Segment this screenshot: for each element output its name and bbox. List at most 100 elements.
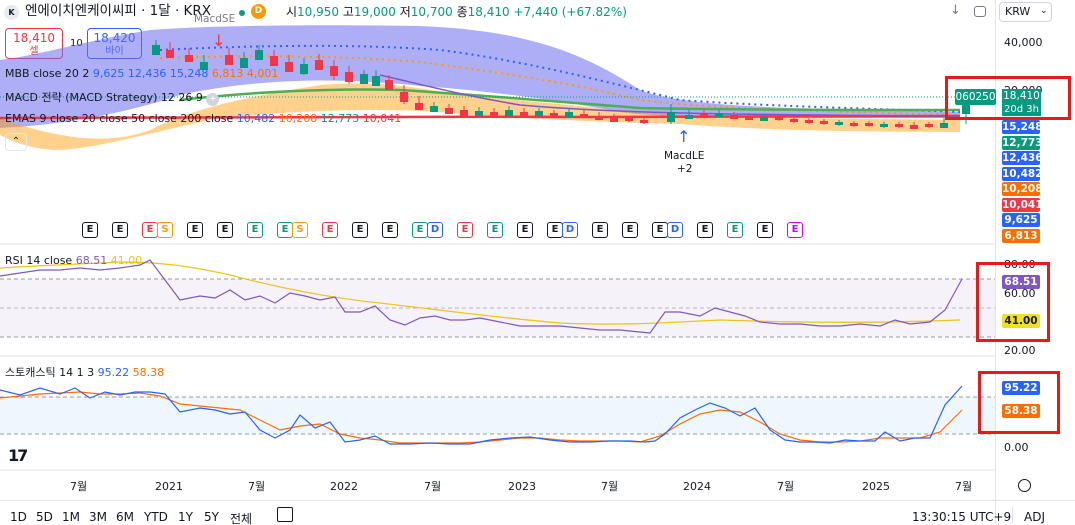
candle-body — [820, 121, 828, 124]
earnings-event-icon[interactable]: E — [757, 222, 773, 238]
earnings-event-icon[interactable]: E — [547, 222, 563, 238]
indicator-price-tag: 10,041 — [1002, 197, 1043, 212]
earnings-event-icon[interactable]: E — [247, 222, 263, 238]
candle-body — [372, 76, 380, 86]
candle-body — [925, 124, 933, 127]
earnings-event-icon[interactable]: E — [622, 222, 638, 238]
earnings-event-icon[interactable]: E — [412, 222, 428, 238]
earnings-event-icon[interactable]: E — [112, 222, 128, 238]
timeframe-button[interactable]: 5D — [36, 510, 53, 524]
arrow-down-icon[interactable]: ↓ — [950, 3, 961, 18]
date-range-icon[interactable] — [277, 507, 293, 522]
mbb-legend[interactable]: MBB close 20 2 9,625 12,436 15,248 6,813… — [5, 67, 279, 80]
adj-toggle[interactable]: ADJ — [1024, 510, 1045, 524]
candle-body — [700, 114, 708, 118]
collapse-legend-button[interactable]: ⌃ — [5, 133, 27, 151]
time-axis-label: 7월 — [70, 480, 88, 493]
timeframe-button[interactable]: 1Y — [178, 510, 193, 524]
timeframe-button[interactable]: 6M — [116, 510, 134, 524]
stoch-legend[interactable]: 스토캐스틱 14 1 3 95.22 58.38 — [5, 366, 165, 379]
earnings-event-icon[interactable]: E — [322, 222, 338, 238]
price-chart-canvas[interactable]: ↓ ↑ — [0, 0, 995, 500]
time-axis-label: 7월 — [601, 480, 619, 493]
candle-body — [685, 115, 693, 119]
emas-legend[interactable]: EMAS 9 close 20 close 50 close 200 close… — [5, 112, 402, 125]
earnings-event-icon[interactable]: E — [142, 222, 158, 238]
candle-body — [400, 92, 408, 102]
candle-body — [185, 55, 193, 62]
earnings-event-icon[interactable]: E — [652, 222, 668, 238]
delayed-badge[interactable]: D — [251, 4, 266, 19]
earnings-event-icon[interactable]: E — [352, 222, 368, 238]
earnings-event-icon[interactable]: E — [217, 222, 233, 238]
candle-body — [225, 55, 233, 65]
timeframe-button[interactable]: YTD — [144, 510, 168, 524]
indicator-price-tag: 10,208 — [1002, 182, 1043, 196]
indicator-price-tag: 10,482 — [1002, 166, 1043, 181]
dividend-event-icon[interactable]: D — [667, 222, 683, 238]
earnings-event-icon[interactable]: E — [457, 222, 473, 238]
candle-body — [730, 115, 738, 119]
refresh-icon[interactable] — [974, 6, 986, 17]
candle-body — [166, 50, 174, 58]
earnings-event-icon[interactable]: E — [517, 222, 533, 238]
stoch-k-line — [0, 385, 963, 445]
macd-settings-icon: + — [206, 93, 220, 106]
indicator-price-tag: 15,248 — [1002, 120, 1043, 134]
indicator-price-tag: 6,813 — [1002, 228, 1040, 243]
candle-body — [865, 123, 873, 126]
earnings-event-icon[interactable]: E — [727, 222, 743, 238]
earnings-event-icon[interactable]: E — [697, 222, 713, 238]
axis-settings-icon[interactable] — [1018, 479, 1031, 492]
earnings-event-icon[interactable]: E — [277, 222, 293, 238]
candle-body — [850, 123, 858, 126]
spread-value: 10 — [70, 38, 83, 49]
candle-body — [835, 122, 843, 125]
earnings-event-icon[interactable]: E — [82, 222, 98, 238]
candle-body — [565, 112, 573, 117]
candle-body — [962, 104, 970, 114]
candle-body — [775, 117, 783, 120]
candle-body — [385, 80, 393, 90]
last-price-tag[interactable]: 060250 18,410 20d 3h — [955, 89, 1041, 116]
time-axis-label: 2022 — [330, 480, 358, 493]
candle-body — [270, 56, 278, 66]
timeframe-button[interactable]: 전체 — [230, 512, 253, 525]
candle-body — [805, 120, 813, 123]
currency-select[interactable]: KRW ⌄ — [999, 2, 1052, 22]
candle-body — [745, 116, 753, 120]
candle-body — [940, 123, 948, 128]
highlight-box-rsi — [976, 262, 1050, 342]
rsi-legend[interactable]: RSI 14 close 68.51 41.00 — [5, 254, 143, 267]
timeframe-button[interactable]: 1D — [10, 510, 27, 524]
timeframe-button[interactable]: 1M — [62, 510, 80, 524]
indicator-price-tag: 12,773 — [1002, 135, 1043, 150]
earnings-event-icon[interactable]: E — [187, 222, 203, 238]
earnings-event-icon[interactable]: E — [787, 222, 803, 238]
macd-short-label: MacdSE — [194, 13, 236, 25]
mbb-band — [0, 25, 960, 128]
candle-body — [360, 74, 368, 84]
time-axis-label: 7월 — [248, 480, 266, 493]
time-axis-label: 2021 — [155, 480, 183, 493]
candle-body — [790, 119, 798, 122]
macd-long-label: MacdLE — [664, 150, 705, 162]
earnings-event-icon[interactable]: E — [382, 222, 398, 238]
timeframe-button[interactable]: 5Y — [204, 510, 219, 524]
chart-title[interactable]: 엔에이치엔케이씨피 · 1달 · KRX — [25, 3, 212, 19]
tradingview-logo[interactable]: 17 — [8, 446, 28, 465]
earnings-event-icon[interactable]: E — [487, 222, 503, 238]
timeframe-button[interactable]: 3M — [89, 510, 107, 524]
candle-body — [640, 120, 648, 123]
candle-body — [345, 72, 353, 82]
dividend-event-icon[interactable]: D — [562, 222, 578, 238]
earnings-event-icon[interactable]: E — [592, 222, 608, 238]
candle-body — [760, 117, 768, 121]
split-event-icon[interactable]: S — [157, 222, 173, 238]
split-event-icon[interactable]: S — [292, 222, 308, 238]
symbol-icon: K — [4, 5, 19, 20]
clock[interactable]: 13:30:15 UTC+9 — [912, 510, 1012, 524]
stoch-tick: 0.00 — [1004, 441, 1029, 454]
macd-legend[interactable]: MACD 전략 (MACD Strategy) 12 26 9 + — [5, 91, 220, 106]
dividend-event-icon[interactable]: D — [427, 222, 443, 238]
